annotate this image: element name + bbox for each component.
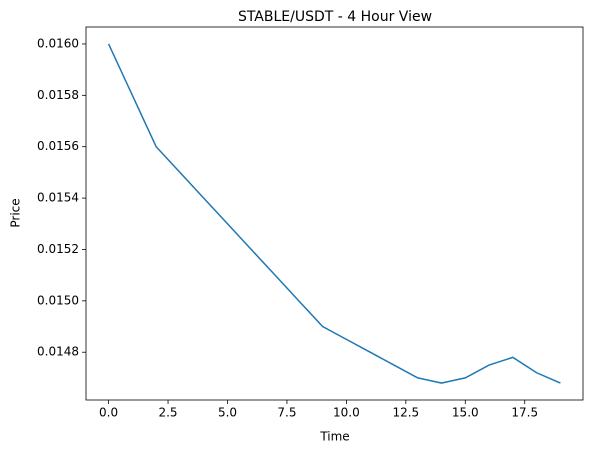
x-tick-label: 15.0 xyxy=(452,406,479,420)
x-axis-label: Time xyxy=(319,430,349,444)
x-tick-label: 12.5 xyxy=(392,406,419,420)
x-tick-label: 10.0 xyxy=(333,406,360,420)
plot-frame xyxy=(85,26,584,401)
x-tick-label: 17.5 xyxy=(511,406,538,420)
y-axis-label: Price xyxy=(9,198,23,227)
x-tick-label: 2.5 xyxy=(158,406,177,420)
x-tick-label: 0.0 xyxy=(99,406,118,420)
y-tick-label: 0.0160 xyxy=(37,36,79,50)
chart-title: STABLE/USDT - 4 Hour View xyxy=(238,9,432,25)
x-tick-label: 5.0 xyxy=(218,406,237,420)
y-tick-label: 0.0156 xyxy=(37,139,79,153)
y-tick-label: 0.0154 xyxy=(37,191,79,205)
y-tick-label: 0.0150 xyxy=(37,293,79,307)
y-tick-label: 0.0148 xyxy=(37,345,79,359)
x-tick-label: 7.5 xyxy=(277,406,296,420)
line xyxy=(107,43,561,384)
y-tick-label: 0.0152 xyxy=(37,242,79,256)
y-tick-label: 0.0158 xyxy=(37,88,79,102)
